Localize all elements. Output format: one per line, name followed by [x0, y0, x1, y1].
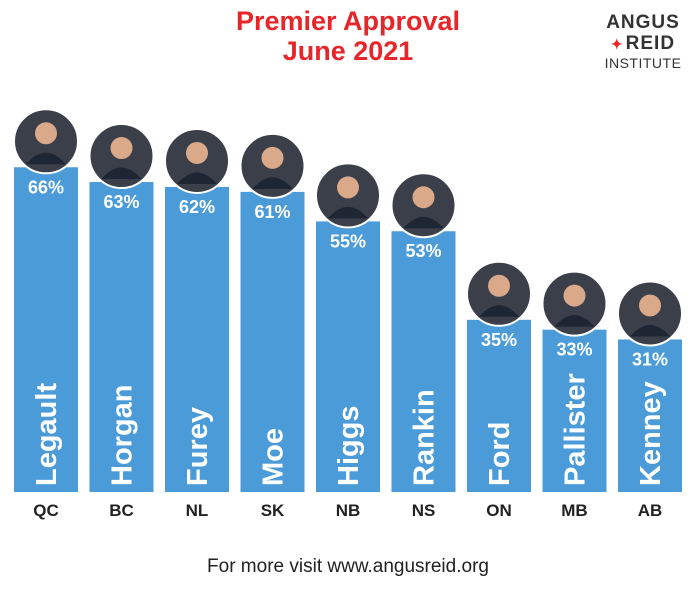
value-label-on: 35% — [481, 330, 517, 350]
premier-name-qc: Legault — [31, 383, 63, 486]
footer-link-text: For more visit www.angusreid.org — [207, 556, 489, 577]
premier-name-on: Ford — [484, 422, 516, 486]
value-label-bc: 63% — [103, 192, 139, 212]
premier-suit-bc — [101, 167, 142, 180]
premier-suit-on — [479, 305, 519, 317]
bar-mb — [542, 329, 607, 492]
premier-suit-qc — [26, 152, 66, 165]
category-label-qc: QC — [33, 501, 59, 520]
category-label-nb: NB — [336, 501, 361, 520]
category-label-ab: AB — [638, 501, 663, 520]
bar-ab — [618, 339, 682, 492]
premier-suit-mb — [554, 315, 595, 327]
premier-suit-nl — [177, 172, 217, 184]
premier-face-sk — [261, 146, 284, 169]
value-label-sk: 61% — [254, 202, 290, 222]
angus-reid-logo: ANGUS ✦ REID INSTITUTE — [598, 12, 688, 71]
bar-sk — [240, 191, 305, 492]
premier-name-ab: Kenney — [635, 381, 667, 486]
value-label-ab: 31% — [632, 349, 668, 369]
category-label-bc: BC — [109, 501, 134, 520]
premier-name-mb: Pallister — [560, 373, 592, 486]
premier-face-qc — [35, 122, 57, 145]
premier-name-nl: Furey — [182, 407, 214, 486]
title-line-2: June 2021 — [282, 36, 414, 66]
premier-name-ns: Rankin — [409, 389, 441, 486]
premier-name-sk: Moe — [258, 428, 290, 486]
premier-face-ab — [639, 294, 661, 317]
premier-face-nl — [186, 141, 208, 164]
category-label-nl: NL — [186, 501, 209, 520]
premier-face-on — [488, 274, 510, 297]
premier-name-bc: Horgan — [107, 385, 139, 487]
premier-face-ns — [412, 186, 435, 209]
category-label-on: ON — [486, 501, 512, 520]
premier-suit-ab — [630, 324, 670, 337]
bar-nl — [165, 186, 229, 492]
premier-name-nb: Higgs — [333, 405, 365, 486]
logo-line-3: INSTITUTE — [604, 55, 682, 71]
value-label-ns: 53% — [405, 241, 441, 261]
premier-suit-nb — [328, 206, 368, 219]
bar-on — [467, 319, 531, 492]
bar-qc — [14, 167, 78, 492]
chart-title: Premier Approval June 2021 — [0, 6, 696, 66]
bar-nb — [316, 221, 380, 492]
premier-face-mb — [563, 284, 586, 307]
premier-face-bc — [110, 137, 133, 160]
value-label-nb: 55% — [330, 231, 366, 251]
maple-leaf-icon: ✦ — [610, 36, 624, 52]
premier-suit-ns — [403, 216, 444, 229]
category-label-sk: SK — [261, 501, 285, 520]
bar-ns — [391, 231, 456, 493]
bar-bc — [89, 182, 154, 493]
logo-line-2: ✦ REID — [598, 33, 688, 55]
category-label-ns: NS — [412, 501, 436, 520]
premier-face-nb — [337, 176, 359, 199]
logo-line-2-text: REID — [625, 33, 676, 54]
value-label-mb: 33% — [556, 340, 592, 360]
value-label-nl: 62% — [179, 197, 215, 217]
logo-line-1: ANGUS — [606, 12, 680, 33]
value-label-qc: 66% — [28, 177, 64, 197]
title-line-1: Premier Approval — [235, 6, 461, 36]
category-label-mb: MB — [561, 501, 587, 520]
premier-suit-sk — [252, 177, 293, 189]
